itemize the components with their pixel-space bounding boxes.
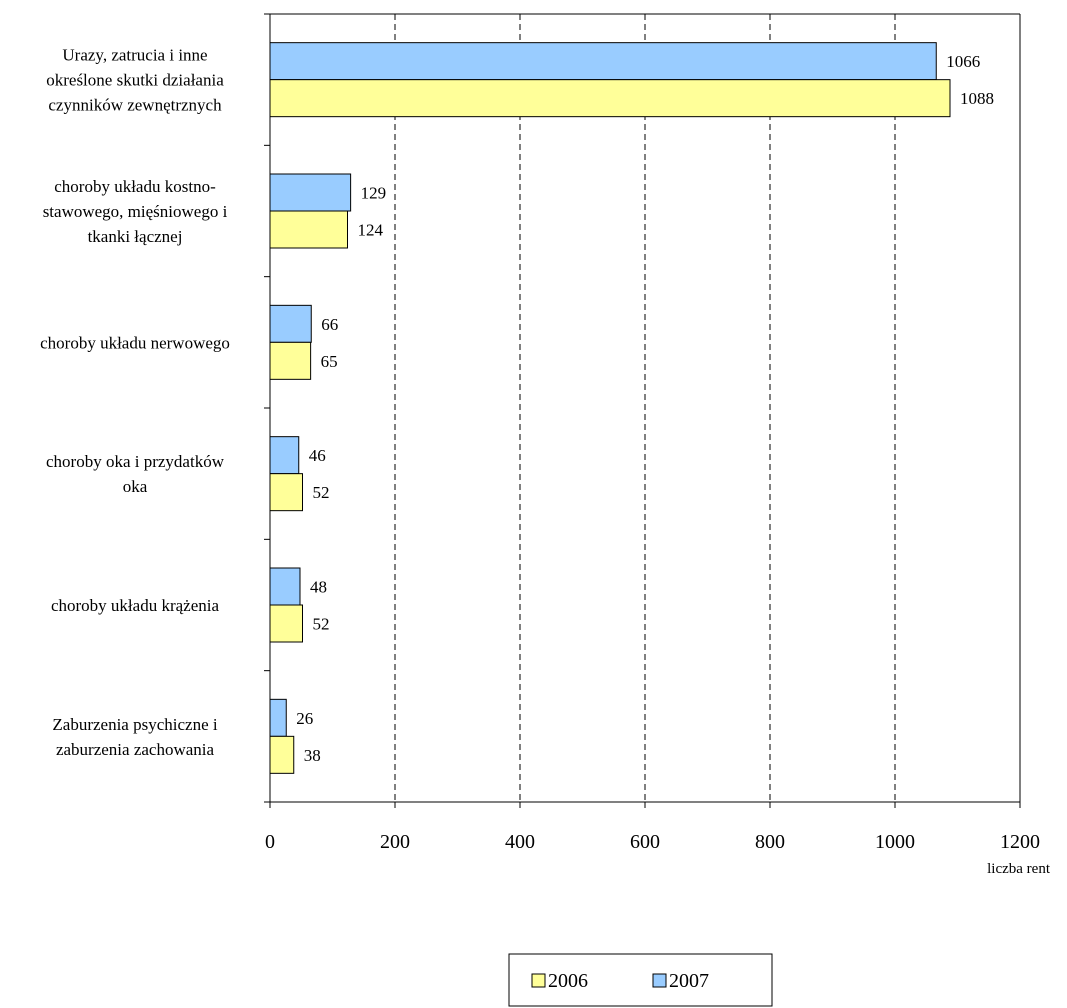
bar-2006 [269,79,951,118]
data-label-2007: 48 [310,578,327,597]
data-label-2007: 46 [309,446,326,465]
labels: 0 200 400 600 800 1000 1200 1066 1088 Urazy, zatr… [40,46,1051,877]
category-label: choroby układu krążenia [51,596,219,615]
category-label-line: tkanki łącznej [88,227,183,246]
category-label: Urazy, zatrucia i inne określone skutki d… [46,46,224,115]
category-label: choroby układu nerwowego [40,333,230,352]
bars [269,42,951,774]
category-label-line: zaburzenia zachowania [56,740,215,759]
legend-label-2007: 2007 [669,970,709,992]
category-label-line: choroby układu kostno- [54,177,216,196]
legend-swatch-2007 [652,973,667,988]
x-tick-label: 0 [265,831,275,853]
category-label: Zaburzenia psychiczne i zaburzenia zachow… [52,715,217,759]
data-label-2006: 52 [313,483,330,502]
bar-2006 [269,473,303,512]
category-label: choroby układu kostno-stawowego, mięśnio… [43,177,228,246]
category-label-line: czynników zewnętrznych [48,96,222,115]
data-label-2006: 124 [358,221,384,240]
data-label-2007: 66 [321,315,338,334]
category-label-line: Urazy, zatrucia i inne [62,46,207,65]
bar-2006 [269,735,295,774]
x-axis-label: liczba rent [987,861,1051,877]
x-tick-label: 600 [630,831,660,853]
legend-box [508,953,773,1007]
x-tick-label: 400 [505,831,535,853]
data-label-2006: 1088 [960,89,994,108]
bar-2006 [269,210,348,249]
x-tick-label: 800 [755,831,785,853]
x-tick-label: 1000 [875,831,915,853]
data-label-2007: 1066 [946,52,980,71]
x-tick-label: 200 [380,831,410,853]
category-label-line: choroby oka i przydatków [46,452,225,471]
category-label-line: Zaburzenia psychiczne i [52,715,217,734]
category-label: choroby oka i przydatków oka [46,452,225,496]
bar-2007 [269,436,300,475]
legend-label-2006: 2006 [548,970,588,992]
legend: 2006 2007 [508,953,773,1007]
bar-2006 [269,341,312,380]
category-label-line: choroby układu krążenia [51,596,219,615]
axes [264,13,1021,808]
category-label-line: oka [123,477,148,496]
bar-2006 [269,604,303,643]
grid-lines [394,14,896,802]
data-label-2006: 65 [321,352,338,371]
x-tick-label: 1200 [1000,831,1040,853]
data-label-2006: 38 [304,746,321,765]
bar-2007 [269,42,937,81]
legend-swatch-2006 [531,973,546,988]
category-label-line: określone skutki działania [46,71,224,90]
category-label-line: choroby układu nerwowego [40,333,230,352]
data-label-2006: 52 [313,615,330,634]
data-label-2007: 129 [361,184,387,203]
bar-2007 [269,698,287,737]
bar-2007 [269,173,352,212]
category-label-line: stawowego, mięśniowego i [43,202,228,221]
data-label-2007: 26 [296,709,313,728]
bar-2007 [269,567,301,606]
bar-2007 [269,304,312,343]
